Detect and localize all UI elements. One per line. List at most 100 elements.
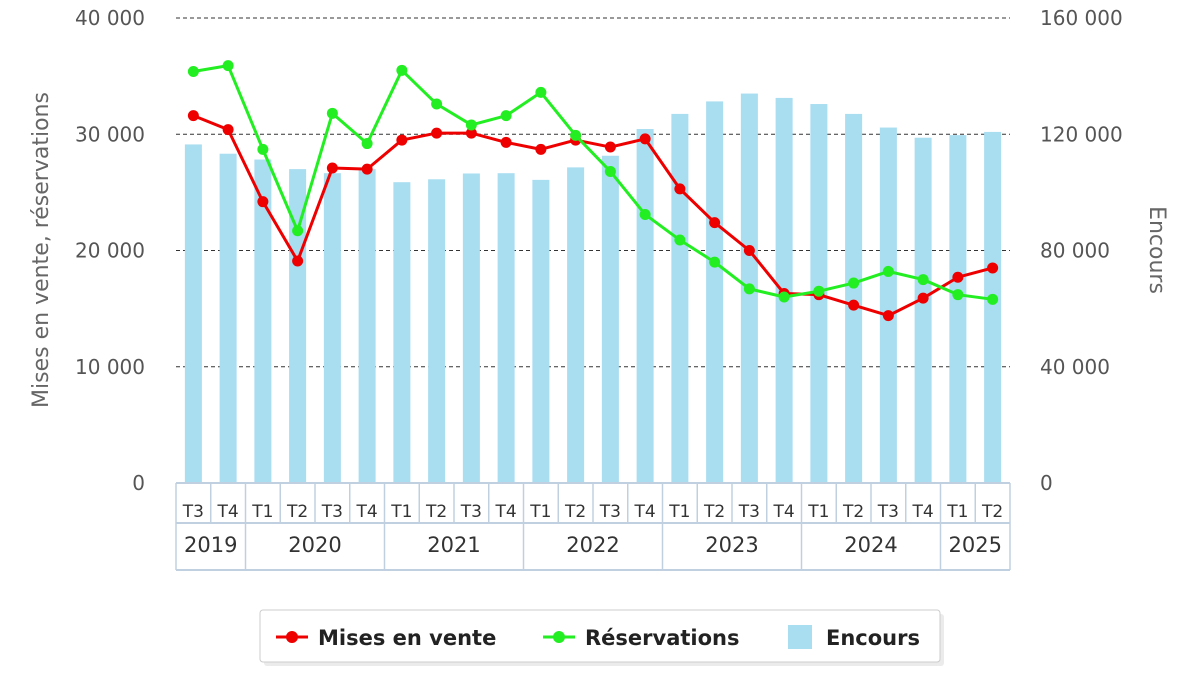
point-reservations bbox=[187, 65, 199, 77]
point-mises-en-vente bbox=[848, 299, 860, 311]
bar-encours bbox=[323, 173, 341, 483]
bar-encours bbox=[706, 101, 724, 484]
point-mises-en-vente bbox=[257, 196, 269, 208]
point-reservations bbox=[570, 129, 582, 141]
left-axis-ticks: 0 10 000 20 000 30 000 40 000 bbox=[75, 6, 145, 495]
line-mises-en-vente bbox=[192, 114, 994, 318]
point-mises-en-vente bbox=[500, 136, 512, 148]
category-label: T3 bbox=[182, 502, 204, 522]
category-label: T4 bbox=[217, 502, 239, 522]
year-label: 2019 bbox=[184, 533, 237, 557]
encours-bars bbox=[184, 93, 1002, 484]
right-axis-ticks: 0 40 000 80 000 120 000 160 000 bbox=[1040, 6, 1123, 495]
legend-label-reservations: Réservations bbox=[585, 626, 740, 650]
point-reservations bbox=[848, 277, 860, 289]
category-label: T2 bbox=[425, 502, 447, 522]
year-label: 2024 bbox=[844, 533, 897, 557]
legend-label-mises-en-vente: Mises en vente bbox=[318, 626, 496, 650]
bar-encours bbox=[358, 169, 376, 483]
point-reservations bbox=[431, 98, 443, 110]
legend-item-reservations[interactable]: Réservations bbox=[543, 626, 740, 650]
right-tick-label: 120 000 bbox=[1040, 122, 1123, 146]
point-mises-en-vente bbox=[987, 262, 999, 274]
legend-item-mises-en-vente[interactable]: Mises en vente bbox=[276, 626, 496, 650]
year-label: 2023 bbox=[705, 533, 758, 557]
category-label: T1 bbox=[529, 502, 551, 522]
right-tick-label: 160 000 bbox=[1040, 6, 1123, 30]
point-mises-en-vente bbox=[709, 217, 721, 229]
point-reservations bbox=[326, 107, 338, 119]
year-label: 2021 bbox=[427, 533, 480, 557]
point-mises-en-vente bbox=[639, 133, 651, 145]
gridlines bbox=[176, 17, 1010, 368]
category-label: T4 bbox=[773, 502, 795, 522]
year-label: 2022 bbox=[566, 533, 619, 557]
category-label: T1 bbox=[807, 502, 829, 522]
bar-encours bbox=[219, 153, 237, 484]
bar-encours bbox=[567, 167, 585, 483]
point-reservations bbox=[639, 208, 651, 220]
left-tick-label: 20 000 bbox=[75, 239, 145, 263]
point-mises-en-vente bbox=[917, 292, 929, 304]
point-reservations bbox=[743, 283, 755, 295]
legend: Mises en vente Réservations Encours bbox=[259, 609, 944, 666]
category-label: T1 bbox=[251, 502, 273, 522]
point-mises-en-vente bbox=[674, 183, 686, 195]
point-reservations bbox=[778, 291, 790, 303]
point-reservations bbox=[709, 256, 721, 268]
category-label: T1 bbox=[946, 502, 968, 522]
bar-encours bbox=[497, 173, 515, 483]
point-mises-en-vente bbox=[952, 271, 964, 283]
right-axis-title: Encours bbox=[1144, 206, 1169, 294]
point-mises-en-vente bbox=[431, 127, 443, 139]
category-label: T4 bbox=[356, 502, 378, 522]
left-tick-label: 0 bbox=[132, 471, 145, 495]
category-label: T3 bbox=[460, 502, 482, 522]
bar-encours bbox=[949, 135, 967, 483]
right-tick-label: 40 000 bbox=[1040, 355, 1110, 379]
right-tick-label: 80 000 bbox=[1040, 239, 1110, 263]
bar-encours bbox=[462, 173, 480, 483]
point-reservations bbox=[952, 289, 964, 301]
category-label: T3 bbox=[877, 502, 899, 522]
point-mises-en-vente bbox=[222, 124, 234, 136]
bar-encours bbox=[636, 129, 654, 484]
left-axis-title: Mises en vente, réservations bbox=[29, 92, 54, 408]
point-reservations bbox=[500, 110, 512, 122]
point-mises-en-vente bbox=[743, 245, 755, 256]
category-label: T1 bbox=[668, 502, 690, 522]
category-label: T3 bbox=[738, 502, 760, 522]
category-label: T1 bbox=[390, 502, 412, 522]
bar-encours bbox=[879, 127, 897, 484]
left-tick-label: 40 000 bbox=[75, 6, 145, 30]
point-reservations bbox=[882, 265, 894, 277]
point-mises-en-vente bbox=[292, 255, 304, 267]
point-mises-en-vente bbox=[396, 134, 408, 146]
point-reservations bbox=[917, 274, 929, 286]
point-reservations bbox=[813, 285, 825, 297]
bar-encours bbox=[184, 144, 202, 483]
category-label: T3 bbox=[321, 502, 343, 522]
category-label: T2 bbox=[842, 502, 864, 522]
point-reservations bbox=[674, 234, 686, 246]
bar-encours bbox=[845, 113, 863, 483]
legend-item-encours[interactable]: Encours bbox=[788, 625, 920, 650]
year-label: 2020 bbox=[288, 533, 341, 557]
line-series bbox=[187, 60, 999, 322]
year-label: 2025 bbox=[949, 533, 1002, 557]
point-mises-en-vente bbox=[187, 110, 199, 122]
point-reservations bbox=[396, 64, 408, 76]
category-label: T2 bbox=[286, 502, 308, 522]
point-mises-en-vente bbox=[535, 143, 547, 155]
category-label: T4 bbox=[912, 502, 934, 522]
point-mises-en-vente bbox=[361, 163, 373, 175]
right-tick-label: 0 bbox=[1040, 471, 1053, 495]
category-label: T2 bbox=[564, 502, 586, 522]
point-mises-en-vente bbox=[604, 141, 616, 153]
bar-encours bbox=[984, 131, 1002, 484]
legend-label-encours: Encours bbox=[826, 626, 920, 650]
point-reservations bbox=[604, 165, 616, 177]
left-tick-label: 30 000 bbox=[75, 122, 145, 146]
category-label: T3 bbox=[599, 502, 621, 522]
